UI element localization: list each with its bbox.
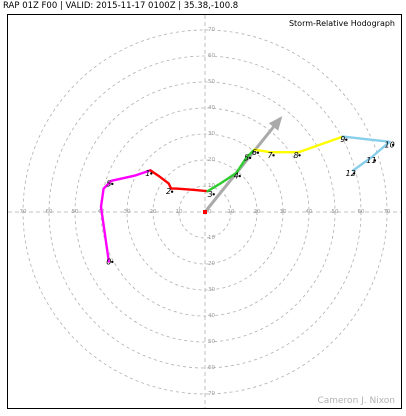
height-label: 2 <box>166 187 171 196</box>
header-title: RAP 01Z F00 | VALID: 2015-11-17 0100Z | … <box>3 1 239 11</box>
y-tick-label: 50 <box>208 79 215 85</box>
y-tick-label: 30 <box>208 287 215 293</box>
height-marker-dot <box>170 190 174 193</box>
y-tick-label: 40 <box>208 105 215 111</box>
y-tick-label: 40 <box>208 313 215 319</box>
height-label: 0 <box>106 257 111 266</box>
y-tick-label: 70 <box>208 391 215 397</box>
height-marker-dot <box>391 143 395 147</box>
height-marker-dot <box>352 172 356 175</box>
x-tick-label: 60 <box>358 209 365 215</box>
height-label: 4 <box>234 172 239 181</box>
height-marker-dot <box>272 154 275 157</box>
chart-title: Storm-Relative Hodograph <box>288 19 395 28</box>
height-label: 3 <box>208 190 213 199</box>
height-label: 5 <box>106 179 111 188</box>
hodograph-segment-4 <box>253 135 344 154</box>
hodograph-segment-5 <box>341 135 391 172</box>
x-tick-label: 20 <box>150 209 157 215</box>
height-label: 9 <box>340 135 345 144</box>
x-tick-label: 10 <box>176 209 183 215</box>
x-tick-label: 50 <box>72 209 79 215</box>
x-tick-label: 70 <box>20 209 27 215</box>
origin-marker <box>203 210 207 214</box>
height-marker-dot <box>238 174 241 178</box>
height-marker-dot <box>298 154 301 157</box>
height-label: 5 <box>244 153 249 162</box>
storm-motion-arrowhead <box>268 116 283 131</box>
height-label: 1 <box>145 169 150 178</box>
height-marker-dot <box>111 182 114 186</box>
y-tick-label: 30 <box>208 131 215 137</box>
y-tick-label: 10 <box>208 235 215 241</box>
author-watermark: Cameron J. Nixon <box>317 396 395 406</box>
y-tick-label: 10 <box>208 183 215 189</box>
height-marker-dot <box>373 159 377 162</box>
height-marker-dot <box>345 138 348 141</box>
height-label: 8 <box>293 151 298 160</box>
hodograph-segment-2 <box>149 169 209 193</box>
x-tick-label: 50 <box>332 209 339 215</box>
height-label: 7 <box>267 151 273 160</box>
x-tick-label: 20 <box>254 209 261 215</box>
height-marker-dot <box>150 172 153 175</box>
hodograph-segment-3 <box>206 148 256 193</box>
height-label: 6 <box>252 148 257 157</box>
hodograph-chart: 7060504030201010203040506070807060504030… <box>8 15 401 408</box>
height-label: 10 <box>385 140 395 149</box>
x-tick-label: 30 <box>124 209 131 215</box>
height-label: 12 <box>346 169 356 178</box>
y-tick-label: 0 <box>208 209 212 215</box>
x-tick-label: 70 <box>384 209 391 215</box>
x-tick-label: 40 <box>306 209 313 215</box>
y-tick-label: 20 <box>208 261 215 267</box>
x-tick-label: 30 <box>280 209 287 215</box>
hodograph-frame: 7060504030201010203040506070807060504030… <box>7 14 402 409</box>
height-marker-dot <box>212 193 215 196</box>
height-label: 11 <box>366 156 376 165</box>
y-tick-label: 20 <box>208 157 215 163</box>
hodograph-segment-1 <box>99 169 152 263</box>
x-tick-label: 60 <box>46 209 53 215</box>
height-marker-dot <box>111 260 114 264</box>
y-tick-label: 70 <box>208 27 215 33</box>
height-marker-dot <box>248 156 252 160</box>
y-tick-label: 60 <box>208 365 215 371</box>
y-tick-label: 60 <box>208 53 215 59</box>
height-marker-dot <box>256 151 260 154</box>
x-tick-label: 10 <box>228 209 235 215</box>
y-tick-label: 50 <box>208 339 215 345</box>
